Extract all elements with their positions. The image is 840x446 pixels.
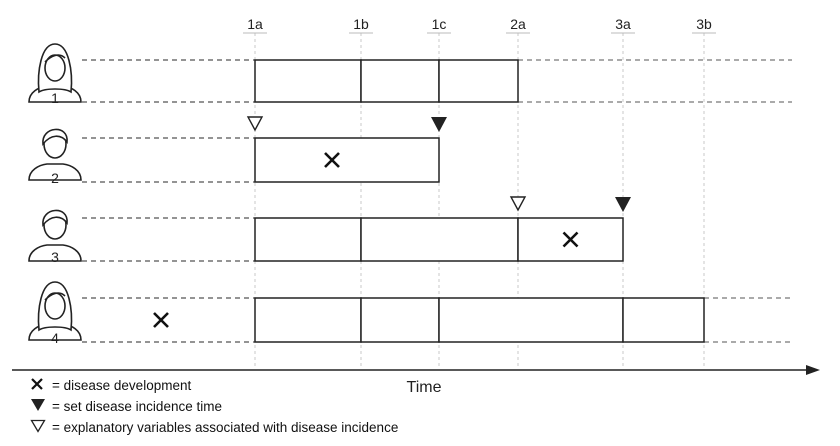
open-triangle-icon xyxy=(30,419,52,436)
interval-box-3a-3b xyxy=(622,297,705,343)
time-axis-label: Time xyxy=(407,379,442,396)
timepoint-label-1c: 1c xyxy=(432,16,447,32)
disease-development-cross xyxy=(324,152,340,168)
filled-triangle-icon xyxy=(30,398,52,415)
incidence-time-marker xyxy=(615,197,631,212)
person-id-label: 1 xyxy=(51,90,59,106)
person-row-2: 2 xyxy=(28,116,447,186)
incidence-time-marker xyxy=(431,117,447,132)
legend-open: = explanatory variables associated with … xyxy=(30,419,398,436)
man-icon xyxy=(28,128,82,181)
interval-box-1a-1b xyxy=(254,297,362,343)
interval-box-1b-1c xyxy=(360,297,440,343)
man-icon xyxy=(28,209,82,262)
interval-box-1b-2a xyxy=(360,217,519,262)
person-id-label: 2 xyxy=(51,170,59,186)
interval-box-1a-1b xyxy=(254,59,362,103)
interval-box-1a-1b xyxy=(254,217,362,262)
disease-development-cross xyxy=(153,312,169,328)
timepoint-label-2a: 2a xyxy=(510,16,526,32)
person-body xyxy=(28,163,82,181)
timepoint-label-3a: 3a xyxy=(615,16,631,32)
legend-cross: = disease development xyxy=(30,377,191,394)
person-rows: 1 2 3 4 xyxy=(28,43,792,346)
disease-development-cross xyxy=(562,231,579,248)
explanatory-variable-marker xyxy=(509,196,527,212)
woman-icon xyxy=(28,281,82,341)
legend-cross-text: = disease development xyxy=(52,378,192,393)
legend-filled: = set disease incidence time xyxy=(30,398,222,415)
person-body xyxy=(28,244,82,262)
legend-filled-text: = set disease incidence time xyxy=(52,399,222,414)
woman-icon xyxy=(28,43,82,103)
timepoint-label-3b: 3b xyxy=(696,16,712,32)
person-hair xyxy=(42,128,68,147)
interval-box-1b-1c xyxy=(360,59,440,103)
person-bangs xyxy=(44,292,66,301)
timepoint-label-1a: 1a xyxy=(247,16,263,32)
cross-icon xyxy=(30,377,52,394)
person-row-3: 3 xyxy=(28,196,631,265)
person-id-label: 4 xyxy=(51,330,59,346)
legend-open-text: = explanatory variables associated with … xyxy=(52,420,399,435)
interval-box-1a-1c xyxy=(254,137,440,183)
person-row-1: 1 xyxy=(28,43,792,106)
person-hair xyxy=(42,209,68,228)
person-id-label: 3 xyxy=(51,249,59,265)
person-bangs xyxy=(44,54,66,63)
interval-box-1c-3a xyxy=(438,297,624,343)
interval-box-1c-2a xyxy=(438,59,519,103)
person-row-4: 4 xyxy=(28,281,792,346)
time-axis: Time xyxy=(12,365,820,396)
explanatory-variable-marker xyxy=(246,116,264,132)
timepoint-label-1b: 1b xyxy=(353,16,369,32)
